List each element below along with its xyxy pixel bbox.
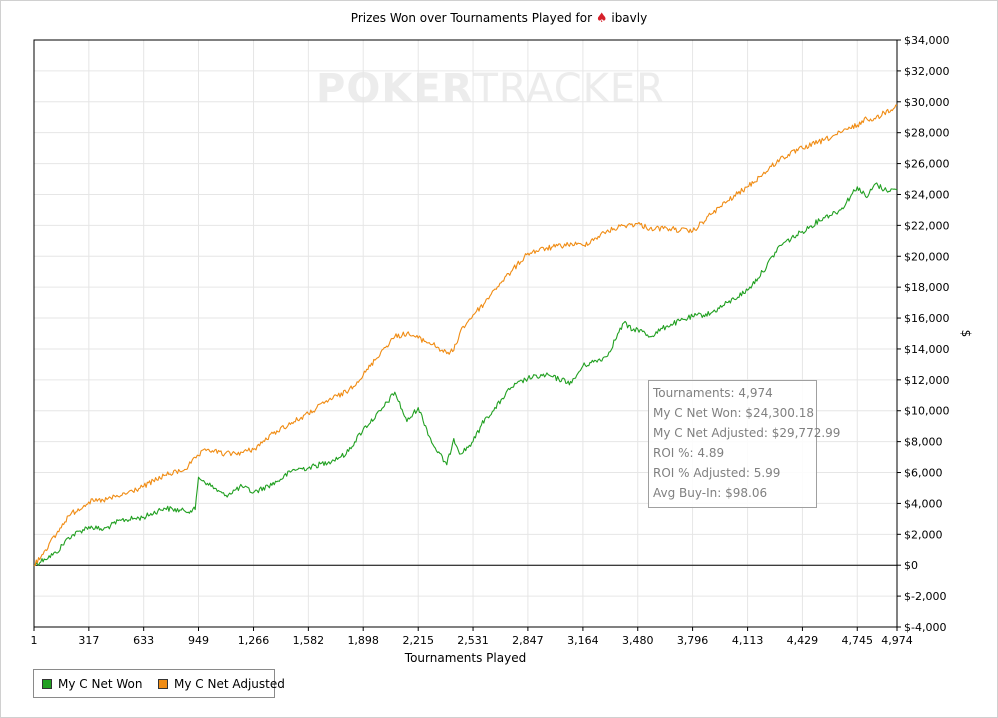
x-tick-label: 1,898 bbox=[347, 634, 379, 647]
x-tick-label: 2,531 bbox=[457, 634, 489, 647]
x-tick-label: 4,113 bbox=[732, 634, 764, 647]
data-tooltip: Tournaments: 4,974 My C Net Won: $24,300… bbox=[648, 380, 841, 508]
series-line-0 bbox=[33, 182, 898, 566]
y-tick-label: $30,000 bbox=[904, 96, 950, 109]
x-tick-label: 2,215 bbox=[402, 634, 434, 647]
tooltip-net-won: My C Net Won: $24,300.18 bbox=[653, 405, 815, 420]
x-tick-label: 633 bbox=[133, 634, 154, 647]
y-tick-label: $18,000 bbox=[904, 281, 950, 294]
y-tick-label: $22,000 bbox=[904, 219, 950, 232]
chart-title-player: ibavly bbox=[611, 11, 648, 25]
y-tick-label: $-2,000 bbox=[904, 590, 946, 603]
y-tick-label: $4,000 bbox=[904, 497, 943, 510]
x-axis: 1 317 633 949 1,266 1,582 1,898 2,215 2,531 2,847… bbox=[31, 627, 913, 647]
chart-title: Prizes Won over Tournaments Played for ♠… bbox=[0, 11, 998, 26]
y-tick-label: $6,000 bbox=[904, 467, 943, 480]
tooltip-avg-buyin: Avg Buy-In: $98.06 bbox=[653, 485, 768, 500]
tooltip-roi-adjusted: ROI % Adjusted: 5.99 bbox=[653, 465, 781, 480]
legend-swatch-net-adjusted bbox=[158, 679, 168, 689]
y-tick-label: $10,000 bbox=[904, 405, 950, 418]
x-tick-label: 3,796 bbox=[677, 634, 709, 647]
legend: My C Net Won My C Net Adjusted bbox=[33, 669, 285, 698]
grid bbox=[33, 39, 898, 628]
legend-item-net-won[interactable]: My C Net Won bbox=[42, 677, 142, 691]
x-tick-label: 3,164 bbox=[567, 634, 599, 647]
legend-label-net-won: My C Net Won bbox=[58, 677, 143, 691]
series-line-1 bbox=[33, 104, 898, 567]
y-tick-label: $34,000 bbox=[904, 34, 950, 47]
x-tick-label: 4,429 bbox=[787, 634, 819, 647]
tooltip-net-adjusted: My C Net Adjusted: $29,772.99 bbox=[653, 425, 841, 440]
x-tick-label: 1 bbox=[31, 634, 38, 647]
x-axis-title: Tournaments Played bbox=[404, 651, 526, 665]
x-tick-label: 3,480 bbox=[622, 634, 654, 647]
legend-item-net-adjusted[interactable]: My C Net Adjusted bbox=[158, 677, 285, 691]
tooltip-roi: ROI %: 4.89 bbox=[653, 445, 725, 460]
watermark-brand-a: POKER bbox=[316, 66, 474, 112]
y-axis-title: $ bbox=[959, 330, 973, 338]
legend-label-net-adjusted: My C Net Adjusted bbox=[174, 677, 285, 691]
x-tick-label: 4,745 bbox=[842, 634, 874, 647]
y-tick-label: $14,000 bbox=[904, 343, 950, 356]
y-tick-label: $24,000 bbox=[904, 188, 950, 201]
watermark-brand-b: TRACKER bbox=[473, 66, 665, 112]
y-tick-label: $32,000 bbox=[904, 65, 950, 78]
y-tick-label: $28,000 bbox=[904, 127, 950, 140]
legend-swatch-net-won bbox=[42, 679, 52, 689]
pokertracker-watermark: POKERTRACKER bbox=[316, 66, 665, 112]
x-tick-label: 4,974 bbox=[881, 634, 913, 647]
y-tick-label: $8,000 bbox=[904, 436, 943, 449]
y-axis: $-4,000 $-2,000 $0 $2,000 $4,000 $6,000 $8,000… bbox=[897, 34, 950, 634]
x-tick-label: 2,847 bbox=[512, 634, 544, 647]
x-tick-label: 1,582 bbox=[293, 634, 325, 647]
x-tick-label: 949 bbox=[188, 634, 209, 647]
y-tick-label: $0 bbox=[904, 559, 918, 572]
y-tick-label: $2,000 bbox=[904, 528, 943, 541]
x-tick-label: 1,266 bbox=[238, 634, 270, 647]
series-group bbox=[33, 104, 898, 567]
tooltip-tournaments: Tournaments: 4,974 bbox=[653, 386, 773, 400]
y-tick-label: $-4,000 bbox=[904, 621, 946, 634]
chart-title-prefix: Prizes Won over Tournaments Played for bbox=[350, 11, 593, 25]
spade-icon: ♠ bbox=[595, 11, 608, 26]
y-tick-label: $12,000 bbox=[904, 374, 950, 387]
y-tick-label: $20,000 bbox=[904, 250, 950, 263]
y-tick-label: $16,000 bbox=[904, 312, 950, 325]
x-tick-label: 317 bbox=[78, 634, 99, 647]
y-tick-label: $26,000 bbox=[904, 158, 950, 171]
plot-area bbox=[33, 39, 898, 628]
